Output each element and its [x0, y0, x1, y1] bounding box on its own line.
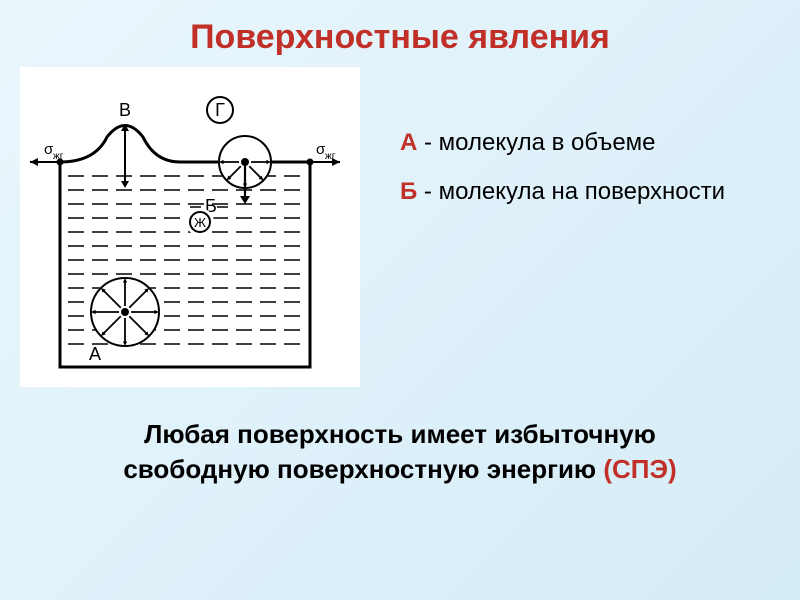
- footer-line1: Любая поверхность имеет избыточную: [144, 419, 656, 449]
- svg-text:Ж: Ж: [194, 215, 206, 230]
- content-area: ГВσжгσжгАБЖ А - молекула в объеме Б - мо…: [0, 67, 800, 387]
- legend-b-letter: Б: [400, 178, 417, 205]
- legend: А - молекула в объеме Б - молекула на по…: [360, 67, 725, 225]
- footer-text: Любая поверхность имеет избыточную свобо…: [0, 387, 800, 487]
- page-title: Поверхностные явления: [0, 0, 800, 67]
- legend-a-text: - молекула в объеме: [417, 129, 655, 156]
- legend-item-a: А - молекула в объеме: [400, 127, 725, 158]
- svg-text:Г: Г: [215, 100, 225, 120]
- legend-a-letter: А: [400, 129, 417, 156]
- svg-text:жг: жг: [325, 151, 336, 162]
- svg-text:жг: жг: [53, 151, 64, 162]
- legend-item-b: Б - молекула на поверхности: [400, 176, 725, 207]
- footer-abbr: (СПЭ): [603, 454, 676, 484]
- svg-text:В: В: [119, 100, 131, 120]
- svg-text:А: А: [89, 344, 101, 364]
- footer-line2a: свободную поверхностную энергию: [123, 454, 603, 484]
- surface-diagram: ГВσжгσжгАБЖ: [20, 67, 360, 387]
- legend-b-text: - молекула на поверхности: [417, 178, 725, 205]
- diagram-container: ГВσжгσжгАБЖ: [20, 67, 360, 387]
- title-text: Поверхностные явления: [190, 18, 610, 56]
